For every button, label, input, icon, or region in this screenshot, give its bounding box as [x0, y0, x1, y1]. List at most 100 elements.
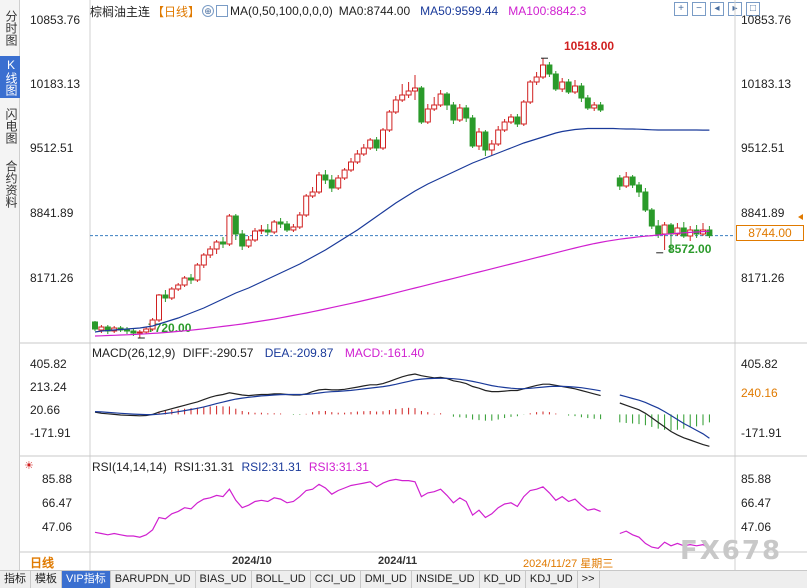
plus-icon[interactable]: + — [674, 2, 688, 16]
candle-body — [431, 104, 438, 110]
y-tick-left: 8171.26 — [30, 271, 74, 285]
candle-body — [463, 107, 470, 119]
bottom-tab[interactable]: KD_UD — [480, 571, 526, 588]
sidebar: 分时图 K线图 闪电图 合约资料 — [0, 0, 20, 570]
macd-tick: -171.91 — [30, 426, 71, 440]
candle-body — [533, 76, 540, 83]
macd-tick: 405.82 — [30, 357, 67, 371]
macd-macd: MACD:-161.40 — [344, 346, 425, 360]
y-tick-left: 10853.76 — [30, 13, 81, 27]
macd-value-tag: 240.16 — [741, 386, 778, 400]
checkbox-icon[interactable] — [216, 5, 229, 17]
bottom-tab[interactable]: INSIDE_UD — [412, 571, 480, 588]
settings-sun-icon[interactable]: ☀ — [24, 460, 34, 472]
candle-body — [546, 64, 553, 75]
candle-body — [655, 225, 662, 235]
candle-body — [680, 227, 687, 237]
chart-header: 棕榈油主连 【日线】 ⊕ MA(0,50,100,0,0,0) MA0:8744… — [90, 2, 588, 20]
candle-body — [559, 81, 566, 90]
macd-dea-line — [94, 377, 601, 416]
macd-diff-line — [619, 402, 710, 447]
settings-icon[interactable]: ⊕ — [202, 5, 215, 17]
ma0-value: MA0:8744.00 — [338, 4, 411, 18]
macd-tick-right: -171.91 — [741, 426, 782, 440]
annotation-recent-low: 8572.00 — [668, 242, 712, 256]
candle-body — [469, 117, 476, 147]
candle-body — [220, 241, 226, 245]
ma50-value: MA50:9599.44 — [420, 4, 499, 18]
candle-body — [130, 330, 137, 334]
bottom-tab[interactable]: CCI_UD — [311, 571, 361, 588]
candle-body — [92, 321, 98, 330]
candle-body — [386, 111, 393, 131]
minus-icon[interactable]: − — [692, 2, 706, 16]
candle-body — [405, 90, 412, 96]
candle-body — [412, 87, 418, 92]
candle-body — [271, 221, 278, 233]
bottom-tab[interactable]: 模板 — [31, 571, 62, 588]
chart-canvas[interactable] — [0, 0, 807, 570]
candle-body — [277, 221, 284, 225]
fullscreen-icon[interactable]: □ — [746, 2, 760, 16]
bottom-tab[interactable]: VIP指标 — [62, 571, 111, 588]
candle-body — [341, 169, 348, 179]
y-tick-right: 8171.26 — [741, 271, 785, 285]
candle-body — [207, 248, 214, 256]
macd-title: MACD(26,12,9) — [92, 346, 176, 360]
tab-contract-info[interactable]: 合约资料 — [4, 160, 18, 208]
candle-body — [482, 131, 489, 151]
tab-flash[interactable]: 闪电图 — [4, 108, 18, 144]
macd-tick: 20.66 — [30, 403, 61, 417]
candle-body — [578, 85, 585, 99]
candle-body — [668, 224, 674, 235]
candle-body — [508, 116, 514, 123]
rsi-tick: 85.88 — [42, 472, 73, 486]
bottom-tab[interactable]: KDJ_UD — [526, 571, 578, 588]
candle-body — [322, 174, 329, 181]
tab-kline[interactable]: K线图 — [0, 56, 20, 98]
left-arrow-icon[interactable]: ◂ — [710, 2, 724, 16]
period-selector[interactable]: 日线 — [30, 556, 55, 570]
candle-body — [354, 153, 361, 163]
rsi-header: RSI(14,14,14) RSI1:31.31 RSI2:31.31 RSI3… — [92, 460, 373, 474]
chart-toolbar: + − ◂ ▸ □ — [674, 2, 764, 16]
annotation-high: 10518.00 — [564, 39, 615, 53]
cursor-date: 2024/11/27 星期三 — [523, 558, 614, 570]
x-tick: 2024/11 — [378, 555, 418, 567]
candle-body — [264, 229, 271, 233]
candle-body — [226, 215, 233, 245]
candle-body — [540, 64, 546, 78]
candle-body — [194, 264, 201, 281]
bottom-tab[interactable]: BIAS_UD — [196, 571, 252, 588]
candle-body — [616, 177, 623, 187]
candle-body — [501, 121, 508, 131]
rsi3-value: RSI3:31.31 — [308, 460, 369, 474]
candle-body — [136, 331, 143, 334]
bottom-tab[interactable]: 指标 — [0, 571, 31, 588]
candle-body — [565, 81, 572, 93]
rsi-tick-right: 85.88 — [741, 472, 772, 486]
candle-body — [239, 233, 246, 247]
candle-body — [156, 294, 162, 321]
candle-body — [296, 214, 303, 228]
bottom-tab[interactable]: BARUPDN_UD — [111, 571, 196, 588]
period-tag[interactable]: 【日线】 — [152, 4, 201, 19]
symbol-title: 棕榈油主连 — [90, 4, 151, 19]
tab-timeshare[interactable]: 分时图 — [4, 10, 18, 46]
candle-body — [162, 294, 169, 299]
bottom-tab[interactable]: BOLL_UD — [252, 571, 311, 588]
candle-body — [143, 328, 150, 333]
y-tick-right: 10183.13 — [741, 77, 792, 91]
candle-body — [476, 131, 482, 147]
bottom-tab[interactable]: >> — [578, 571, 600, 588]
candle-body — [636, 184, 642, 193]
candle-body — [450, 104, 457, 121]
candle-body — [584, 97, 591, 109]
y-tick-left: 9512.51 — [30, 141, 74, 155]
ma100-line — [94, 230, 710, 337]
bottom-tab[interactable]: DMI_UD — [361, 571, 412, 588]
macd-tick-right: 405.82 — [741, 357, 778, 371]
candle-body — [309, 191, 316, 197]
rsi1-value: RSI1:31.31 — [174, 460, 235, 474]
candle-body — [258, 229, 265, 232]
